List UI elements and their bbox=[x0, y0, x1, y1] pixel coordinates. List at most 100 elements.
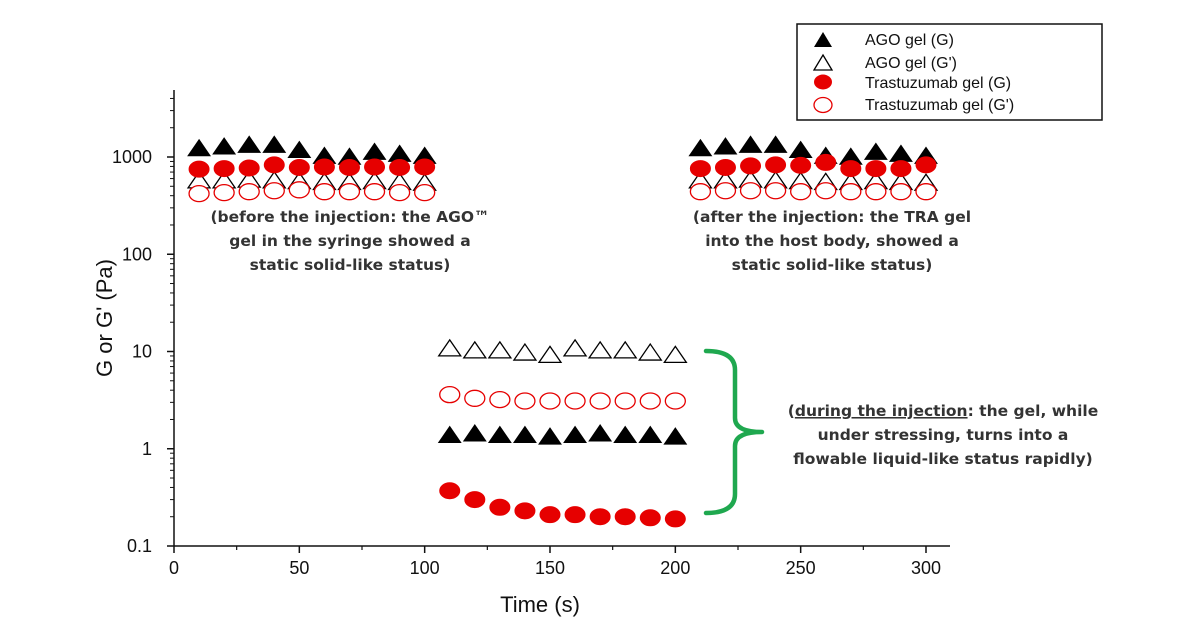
data-point bbox=[788, 140, 813, 158]
data-point bbox=[562, 338, 588, 357]
legend: AGO gel (G) AGO gel (G') Trastuzumab gel… bbox=[796, 23, 1103, 121]
x-tick-label: 0 bbox=[169, 558, 179, 578]
y-tick-label: 1000 bbox=[112, 147, 152, 167]
data-point bbox=[437, 338, 462, 357]
data-point bbox=[888, 144, 913, 162]
data-point bbox=[414, 158, 436, 176]
data-point bbox=[613, 425, 638, 443]
data-point bbox=[915, 156, 937, 174]
data-point bbox=[587, 340, 613, 359]
data-point bbox=[514, 392, 536, 410]
data-point bbox=[689, 160, 711, 178]
x-tick-label: 100 bbox=[410, 558, 440, 578]
data-point bbox=[212, 137, 237, 155]
series-circle-open bbox=[188, 181, 937, 410]
data-point bbox=[364, 158, 386, 176]
annotation-underlined-phrase: during the injection bbox=[795, 402, 968, 420]
data-point bbox=[538, 427, 562, 445]
data-point bbox=[865, 183, 887, 201]
data-point bbox=[663, 345, 688, 363]
legend-label: AGO gel (G) bbox=[865, 32, 954, 49]
annotation-before-injection: (before the injection: the AGO™ gel in t… bbox=[210, 208, 489, 274]
y-axis-title: G or G' (Pa) bbox=[92, 259, 117, 377]
data-point bbox=[915, 183, 937, 201]
data-point bbox=[714, 182, 737, 200]
data-point bbox=[338, 183, 361, 201]
data-point bbox=[512, 342, 538, 361]
data-point bbox=[614, 508, 636, 526]
data-point bbox=[664, 392, 686, 410]
annotation-line: (during the injection: the gel, while bbox=[788, 402, 1098, 420]
data-point bbox=[462, 424, 487, 442]
x-tick-label: 250 bbox=[786, 558, 816, 578]
data-point bbox=[238, 183, 260, 201]
legend-marker-circle-filled bbox=[814, 74, 832, 90]
data-point bbox=[840, 183, 862, 201]
annotation-during-injection: (during the injection: the gel, while un… bbox=[788, 402, 1098, 468]
annotation-line: under stressing, turns into a bbox=[818, 426, 1069, 444]
data-point bbox=[689, 183, 712, 201]
data-marks bbox=[186, 135, 939, 528]
data-point bbox=[815, 182, 837, 200]
annotation-line: into the host body, showed a bbox=[705, 232, 959, 250]
data-point bbox=[537, 345, 563, 363]
legend-label: Trastuzumab gel (G) bbox=[865, 75, 1011, 92]
x-tick-label: 300 bbox=[911, 558, 941, 578]
data-point bbox=[187, 138, 212, 157]
annotation-after-injection: (after the injection: the TRA gel into t… bbox=[693, 208, 971, 274]
y-tick-label: 100 bbox=[122, 244, 152, 264]
data-point bbox=[489, 498, 511, 516]
data-point bbox=[437, 425, 462, 443]
data-point bbox=[664, 510, 686, 528]
data-point bbox=[639, 509, 661, 527]
data-point bbox=[740, 157, 762, 175]
data-point bbox=[213, 183, 235, 202]
annotation-line: gel in the syringe showed a bbox=[229, 232, 470, 250]
data-point bbox=[237, 135, 262, 153]
data-point bbox=[790, 183, 812, 201]
data-point bbox=[487, 425, 512, 443]
data-point bbox=[539, 506, 561, 524]
data-point bbox=[713, 137, 738, 155]
data-point bbox=[564, 392, 586, 410]
data-point bbox=[512, 425, 537, 443]
data-point bbox=[890, 183, 912, 201]
annotation-line-rest: : the gel, while bbox=[968, 402, 1099, 420]
data-point bbox=[714, 158, 736, 176]
x-tick-label: 150 bbox=[535, 558, 565, 578]
x-tick-label: 200 bbox=[660, 558, 690, 578]
annotation-line: static solid-like status) bbox=[732, 256, 933, 274]
data-point bbox=[614, 392, 636, 410]
data-point bbox=[890, 160, 912, 178]
data-point bbox=[588, 424, 613, 442]
legend-marker-triangle-filled bbox=[814, 32, 832, 47]
legend-label: AGO gel (G') bbox=[865, 55, 957, 72]
data-point bbox=[464, 389, 486, 407]
legend-item-ago-g-prime: AGO gel (G') bbox=[812, 53, 957, 72]
data-point bbox=[589, 392, 611, 410]
data-point bbox=[188, 160, 210, 178]
legend-marker-circle-open bbox=[813, 96, 833, 114]
legend-label: Trastuzumab gel (G') bbox=[865, 97, 1014, 114]
data-point bbox=[489, 390, 511, 409]
data-point bbox=[288, 181, 310, 199]
data-point bbox=[639, 392, 661, 410]
data-point bbox=[564, 506, 586, 524]
data-point bbox=[262, 135, 287, 153]
y-tick-label: 1 bbox=[142, 439, 152, 459]
data-point bbox=[313, 183, 336, 201]
legend-item-trastuzumab-g: Trastuzumab gel (G) bbox=[814, 74, 1011, 92]
data-point bbox=[638, 425, 663, 443]
data-point bbox=[439, 482, 461, 500]
data-point bbox=[865, 160, 887, 178]
data-point bbox=[589, 508, 611, 526]
annotation-line: (before the injection: the AGO™ bbox=[210, 208, 489, 226]
data-point bbox=[514, 502, 536, 520]
annotation-line: static solid-like status) bbox=[250, 256, 451, 274]
curly-brace bbox=[703, 348, 765, 516]
data-point bbox=[765, 156, 787, 174]
data-point bbox=[363, 183, 386, 201]
axes: 0 50 100 150 200 250 300 0.1 1 10 100 1000 bbox=[112, 90, 950, 578]
data-point bbox=[487, 340, 513, 359]
data-point bbox=[263, 182, 285, 200]
